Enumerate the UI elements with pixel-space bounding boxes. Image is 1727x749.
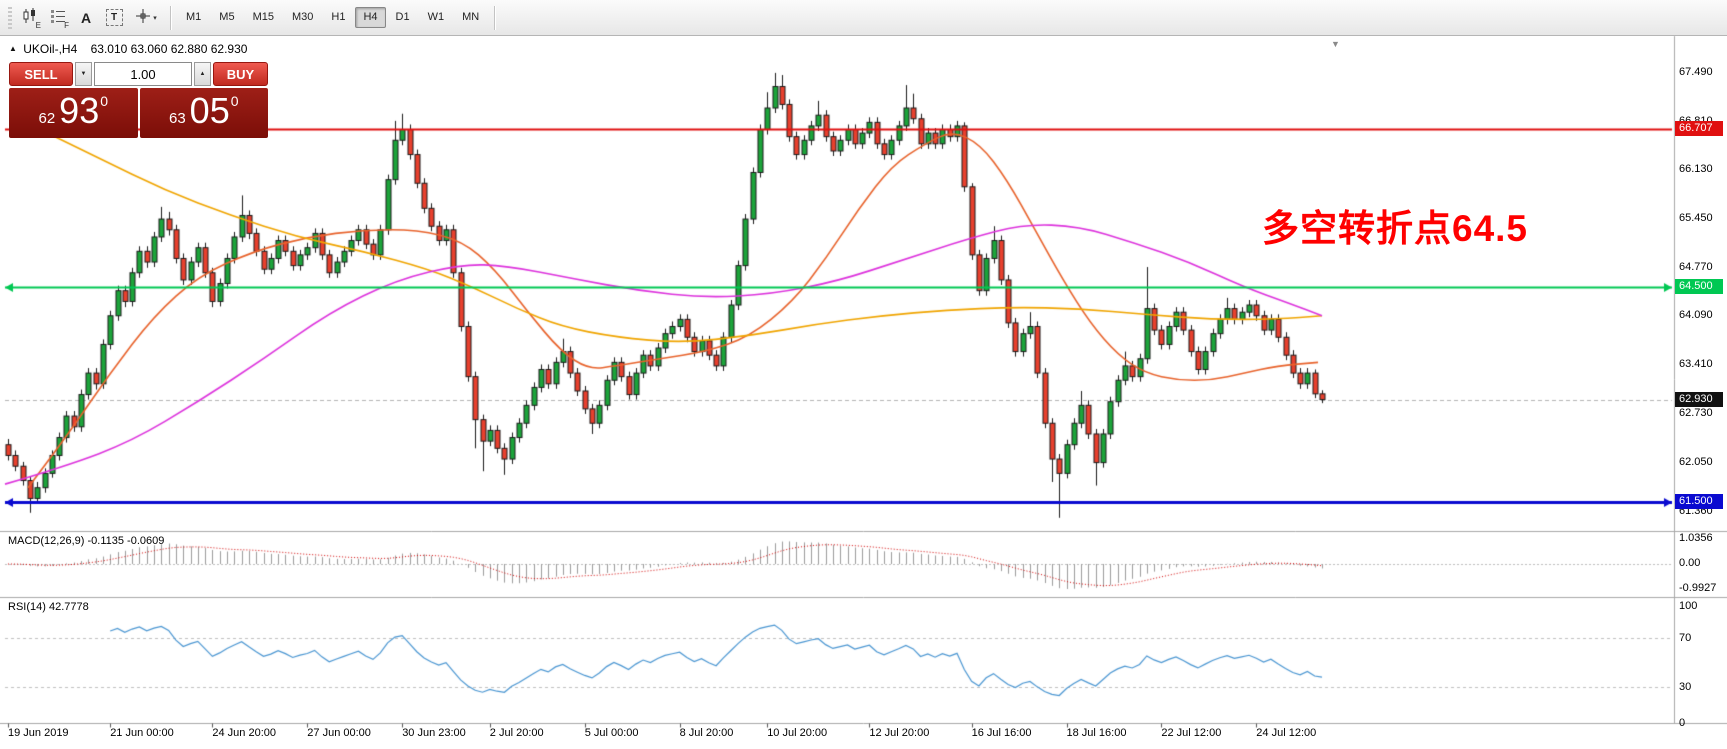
sell-button[interactable]: SELL bbox=[9, 62, 73, 86]
toolbar-grip[interactable] bbox=[8, 6, 12, 29]
rsi-scale-label: 100 bbox=[1679, 600, 1698, 612]
time-axis-label: 8 Jul 20:00 bbox=[679, 727, 734, 739]
ask-price-small-digits: 63 bbox=[168, 110, 186, 127]
time-axis-label: 12 Jul 20:00 bbox=[869, 727, 930, 739]
macd-label: MACD(12,26,9) -0.1135 -0.0609 bbox=[8, 535, 164, 547]
price-axis-label: 64.770 bbox=[1679, 260, 1713, 273]
chart-marker-icon: ▲ bbox=[9, 44, 17, 53]
time-axis-label: 5 Jul 00:00 bbox=[584, 727, 639, 739]
text-box-button[interactable]: T bbox=[101, 5, 127, 31]
symbol-period-label: UKOil-,H4 bbox=[23, 42, 78, 56]
price-axis-label: 67.490 bbox=[1679, 65, 1713, 78]
time-axis-label: 24 Jul 12:00 bbox=[1256, 727, 1317, 739]
ohlc-values: 63.010 63.060 62.880 62.930 bbox=[90, 42, 248, 56]
time-axis-label: 21 Jun 00:00 bbox=[110, 727, 174, 739]
timeframe-H4[interactable]: H4 bbox=[355, 7, 386, 28]
price-axis-label: 62.050 bbox=[1679, 455, 1713, 468]
timeframe-M15[interactable]: M15 bbox=[245, 7, 282, 28]
macd-scale-label: -0.9927 bbox=[1679, 582, 1717, 594]
toolbar: E F A T bbox=[0, 0, 1727, 36]
rsi-name: RSI(14) bbox=[8, 601, 46, 613]
timeframe-group: M1 M5 M15 M30 H1 H4 D1 W1 MN bbox=[177, 7, 488, 28]
time-axis-label: 24 Jun 20:00 bbox=[212, 727, 277, 739]
bid-price-sup-digit: 0 bbox=[100, 93, 109, 109]
macd-scale-label: 1.0356 bbox=[1679, 532, 1713, 544]
price-axis-label: 64.090 bbox=[1679, 309, 1713, 322]
time-axis-label: 18 Jul 16:00 bbox=[1066, 727, 1127, 739]
volume-increase-button[interactable]: ▲ bbox=[194, 62, 211, 86]
price-tag: 64.500 bbox=[1675, 279, 1723, 295]
time-axis-label: 10 Jul 20:00 bbox=[767, 727, 828, 739]
buy-button[interactable]: BUY bbox=[213, 62, 268, 86]
chevron-down-icon: ▾ bbox=[153, 14, 157, 22]
volume-input[interactable] bbox=[94, 62, 192, 86]
macd-name: MACD(12,26,9) bbox=[8, 535, 85, 547]
timeframe-MN[interactable]: MN bbox=[454, 7, 487, 28]
tool-sub-label: E bbox=[35, 20, 41, 30]
toolbar-separator bbox=[494, 5, 496, 30]
timeframe-W1[interactable]: W1 bbox=[420, 7, 453, 28]
volume-decrease-button[interactable]: ▼ bbox=[75, 62, 92, 86]
price-axis-label: 66.130 bbox=[1679, 163, 1713, 176]
time-axis-label: 22 Jul 12:00 bbox=[1161, 727, 1222, 739]
line-list-button[interactable]: F bbox=[45, 5, 71, 31]
time-axis-label: 2 Jul 20:00 bbox=[489, 727, 544, 739]
rsi-label: RSI(14) 42.7778 bbox=[8, 601, 89, 613]
timeframe-M1[interactable]: M1 bbox=[178, 7, 209, 28]
rsi-value: 42.7778 bbox=[48, 601, 89, 613]
crosshair-tool-icon bbox=[135, 8, 151, 27]
timeframe-H1[interactable]: H1 bbox=[323, 7, 353, 28]
rsi-scale-label: 30 bbox=[1679, 680, 1692, 693]
rsi-scale-label: 70 bbox=[1679, 632, 1692, 645]
bid-price-small-digits: 62 bbox=[38, 110, 56, 127]
toolbar-separator bbox=[170, 5, 171, 30]
time-axis-label: 16 Jul 16:00 bbox=[971, 727, 1032, 739]
price-tag: 66.707 bbox=[1675, 121, 1723, 136]
chart-annotation[interactable]: 多空转折点64.5 bbox=[1262, 208, 1529, 249]
ask-price-display[interactable]: 63 05 0 bbox=[139, 88, 268, 138]
caret-up-icon: ▲ bbox=[199, 71, 206, 77]
ask-price-sup-digit: 0 bbox=[230, 93, 239, 109]
candlestick-chart-button[interactable]: E bbox=[17, 5, 43, 31]
caret-down-icon: ▼ bbox=[80, 71, 87, 77]
bid-price-big-digits: 93 bbox=[59, 90, 100, 131]
one-click-trading-panel: SELL ▼ ▲ BUY 62 93 0 63 05 0 bbox=[9, 62, 268, 138]
time-axis-label: 19 Jun 2019 bbox=[8, 727, 69, 739]
text-box-icon: T bbox=[105, 9, 123, 26]
timeframe-M30[interactable]: M30 bbox=[284, 7, 321, 28]
price-tag: 61.500 bbox=[1675, 494, 1723, 510]
price-axis-label: 63.410 bbox=[1679, 358, 1713, 371]
bid-price-display[interactable]: 62 93 0 bbox=[9, 88, 138, 138]
macd-values: -0.1135 -0.0609 bbox=[87, 535, 165, 547]
price-tag: 62.930 bbox=[1675, 391, 1723, 407]
rsi-scale-label: 0 bbox=[1679, 717, 1686, 729]
timeframe-D1[interactable]: D1 bbox=[388, 7, 418, 28]
macd-scale-label: 0.00 bbox=[1679, 557, 1701, 569]
ask-price-big-digits: 05 bbox=[189, 90, 230, 131]
time-axis-label: 30 Jun 23:00 bbox=[402, 727, 466, 739]
candlestick-chart-icon bbox=[22, 8, 38, 27]
crosshair-tool-button[interactable]: ▾ bbox=[129, 5, 163, 31]
tool-sub-label: F bbox=[64, 20, 69, 30]
text-annotation-icon: A bbox=[80, 9, 92, 26]
price-axis-label: 62.730 bbox=[1679, 406, 1713, 419]
timeframe-M5[interactable]: M5 bbox=[211, 7, 242, 28]
time-axis-label: 27 Jun 00:00 bbox=[307, 727, 371, 739]
text-annotation-button[interactable]: A bbox=[73, 5, 99, 31]
price-axis-label: 65.450 bbox=[1679, 212, 1713, 225]
line-list-icon bbox=[50, 8, 66, 27]
chart-shift-marker-icon[interactable]: ▼ bbox=[1331, 39, 1340, 49]
chart-title: ▲ UKOil-,H4 63.010 63.060 62.880 62.930 bbox=[9, 42, 247, 56]
